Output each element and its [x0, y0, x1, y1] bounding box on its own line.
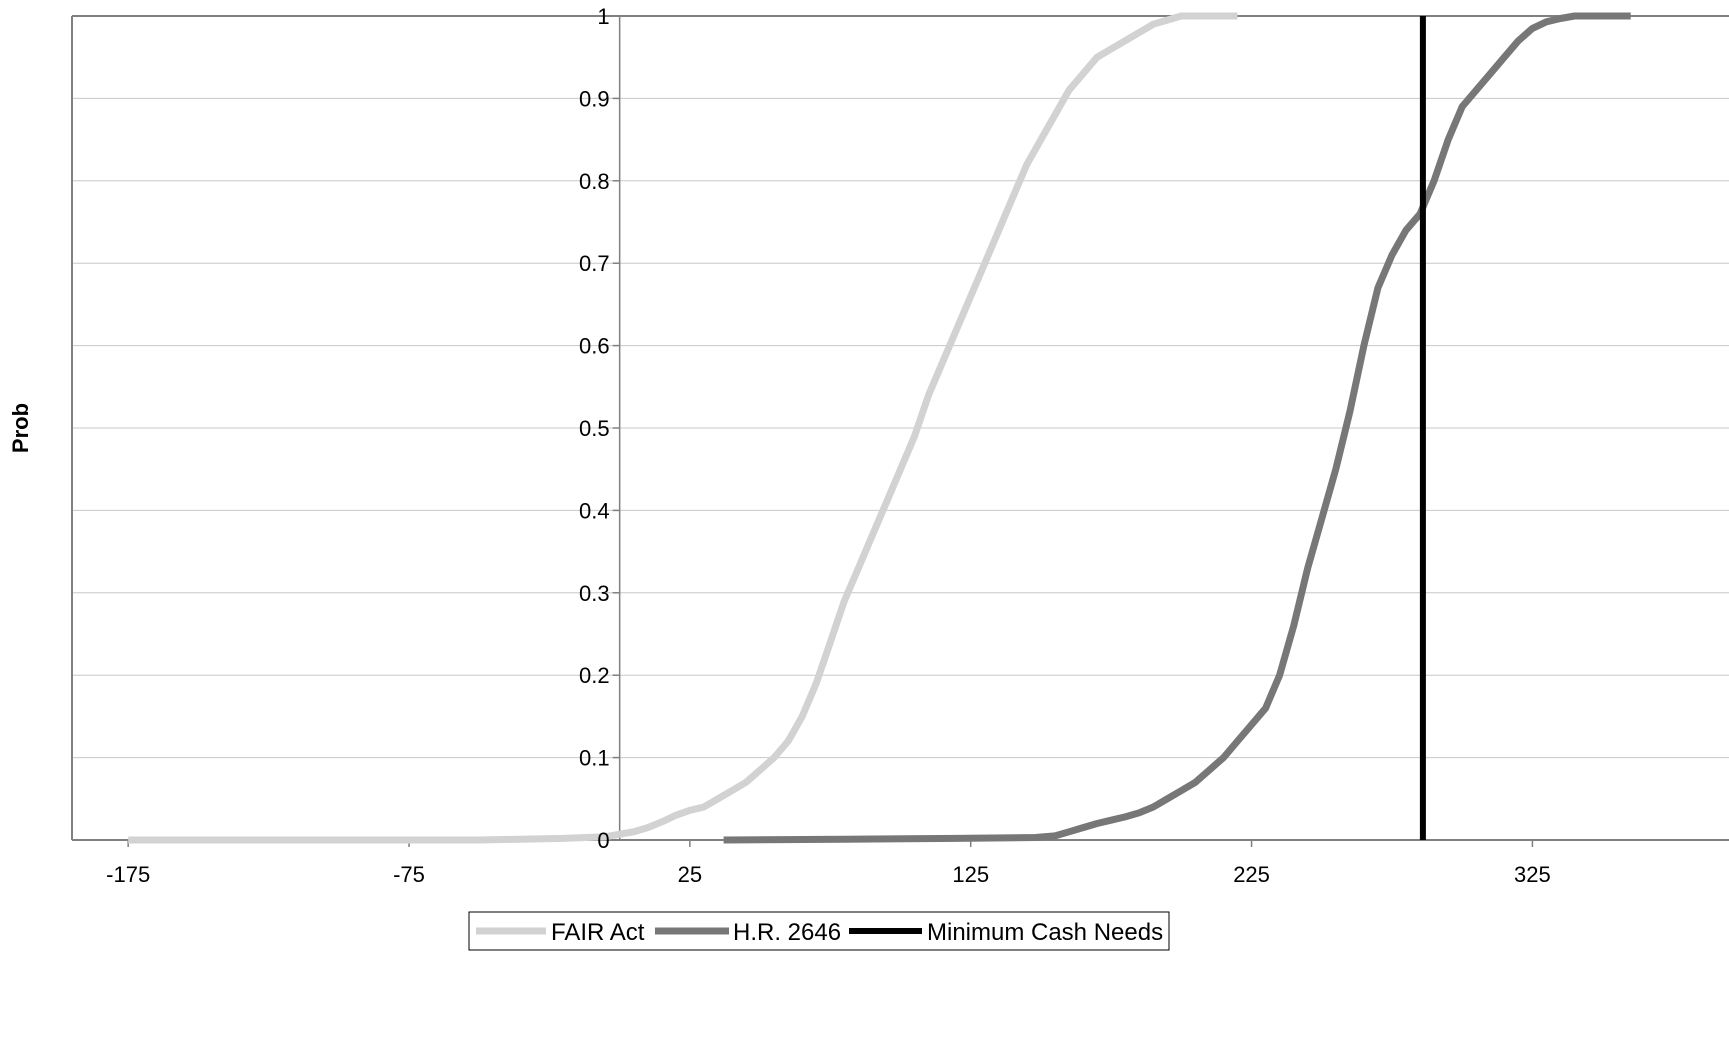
y-tick-label-3: 0.3: [579, 581, 610, 606]
gridlines: [72, 15, 1729, 841]
x-tick-label-1: -75: [393, 862, 425, 887]
legend: FAIR Act H.R. 2646 Minimum Cash Needs: [468, 911, 1170, 951]
legend-label-2: Minimum Cash Needs: [927, 919, 1163, 946]
y-axis-label: Prob: [8, 403, 33, 453]
series-line-1: [723, 12, 1631, 844]
series-lines: [128, 12, 1631, 844]
tick-labels: 0 0.1 0.2 0.3 0.4 0.5 0.6 0.7 0.8 0.9 1 -175 -75 25 12…: [106, 4, 1551, 887]
x-tick-label-4: 225: [1233, 862, 1270, 887]
y-tick-label-0: 0: [597, 828, 609, 853]
y-tick-label-5: 0.5: [579, 416, 610, 441]
legend-label-1: H.R. 2646: [733, 919, 841, 946]
y-tick-label-1: 0.1: [579, 746, 610, 771]
series-line-0: [128, 12, 1238, 844]
y-tick-label-8: 0.8: [579, 169, 610, 194]
x-tick-label-3: 125: [952, 862, 989, 887]
y-tick-label-4: 0.4: [579, 498, 610, 523]
axes: [71, 15, 1729, 847]
legend-label-0: FAIR Act: [551, 919, 645, 946]
x-tick-label-2: 25: [678, 862, 702, 887]
y-tick-label-10: 1: [597, 4, 609, 29]
x-tick-label-5: 325: [1514, 862, 1551, 887]
y-tick-label-2: 0.2: [579, 663, 610, 688]
x-tick-label-0: -175: [106, 862, 150, 887]
y-tick-label-7: 0.7: [579, 251, 610, 276]
y-tick-label-6: 0.6: [579, 334, 610, 359]
y-tick-label-9: 0.9: [579, 86, 610, 111]
legend-box: [468, 911, 1170, 951]
